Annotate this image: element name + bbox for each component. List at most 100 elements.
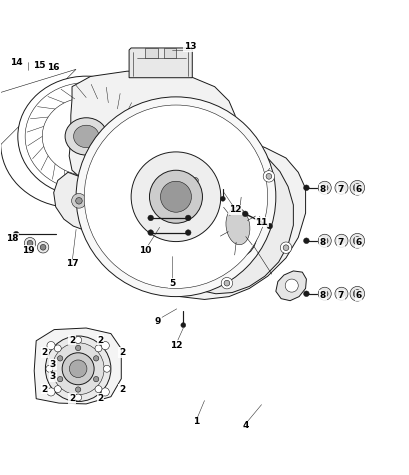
- Circle shape: [353, 184, 362, 192]
- Text: 4: 4: [242, 421, 248, 430]
- Polygon shape: [145, 48, 157, 58]
- Text: 8: 8: [319, 185, 326, 194]
- Circle shape: [94, 377, 99, 382]
- Text: 5: 5: [169, 279, 175, 288]
- Text: 13: 13: [184, 42, 196, 51]
- Circle shape: [185, 215, 191, 221]
- Circle shape: [285, 279, 298, 292]
- Circle shape: [318, 287, 331, 300]
- Circle shape: [303, 185, 309, 190]
- Circle shape: [321, 291, 328, 297]
- Text: 7: 7: [338, 185, 344, 194]
- Text: 1: 1: [193, 417, 200, 426]
- Text: 15: 15: [33, 61, 46, 70]
- Circle shape: [263, 171, 274, 182]
- Circle shape: [148, 215, 153, 221]
- Circle shape: [224, 280, 230, 286]
- Circle shape: [95, 386, 102, 392]
- Polygon shape: [176, 132, 293, 294]
- Circle shape: [47, 388, 55, 396]
- Text: 2: 2: [42, 348, 48, 357]
- Ellipse shape: [74, 125, 99, 148]
- Circle shape: [338, 238, 345, 244]
- Circle shape: [303, 291, 309, 296]
- Text: 6: 6: [355, 291, 362, 300]
- Circle shape: [84, 105, 267, 288]
- Circle shape: [101, 388, 109, 396]
- Polygon shape: [0, 69, 76, 144]
- Text: 3: 3: [50, 372, 56, 381]
- Text: 6: 6: [355, 185, 362, 194]
- Text: 2: 2: [69, 394, 75, 403]
- Circle shape: [335, 287, 348, 300]
- Ellipse shape: [25, 83, 147, 190]
- Circle shape: [193, 178, 198, 183]
- Circle shape: [76, 97, 276, 296]
- Circle shape: [350, 233, 365, 248]
- Circle shape: [280, 242, 292, 253]
- Polygon shape: [34, 328, 121, 404]
- Circle shape: [131, 152, 221, 242]
- Circle shape: [221, 277, 233, 289]
- Circle shape: [353, 237, 362, 245]
- Text: 7: 7: [338, 291, 344, 300]
- Circle shape: [267, 223, 272, 229]
- Circle shape: [338, 184, 345, 191]
- Text: 19: 19: [22, 246, 35, 255]
- Text: 11: 11: [255, 218, 268, 227]
- Text: 2: 2: [119, 348, 125, 357]
- Circle shape: [160, 181, 191, 212]
- Circle shape: [76, 198, 82, 204]
- Circle shape: [72, 193, 86, 208]
- Circle shape: [37, 242, 49, 253]
- Text: 12: 12: [229, 205, 241, 214]
- Circle shape: [243, 211, 248, 217]
- Text: 18: 18: [6, 234, 18, 243]
- Circle shape: [181, 323, 186, 328]
- Circle shape: [149, 170, 202, 223]
- Text: 8: 8: [319, 291, 326, 300]
- Circle shape: [13, 231, 19, 237]
- Text: 10: 10: [139, 246, 152, 255]
- Circle shape: [75, 394, 82, 401]
- Circle shape: [54, 386, 61, 392]
- Text: 2: 2: [119, 385, 125, 394]
- Circle shape: [190, 175, 201, 186]
- Polygon shape: [69, 71, 306, 299]
- Text: 12: 12: [170, 341, 182, 350]
- Text: 6: 6: [355, 238, 362, 247]
- Circle shape: [335, 181, 348, 194]
- Ellipse shape: [65, 118, 108, 155]
- Polygon shape: [276, 271, 306, 301]
- Circle shape: [76, 345, 81, 351]
- Circle shape: [103, 365, 110, 372]
- Text: 2: 2: [97, 336, 104, 345]
- Circle shape: [54, 345, 61, 352]
- Circle shape: [266, 173, 272, 179]
- Circle shape: [95, 345, 102, 352]
- Circle shape: [350, 180, 365, 195]
- Circle shape: [94, 356, 99, 361]
- Circle shape: [58, 377, 63, 382]
- Circle shape: [318, 234, 331, 247]
- Ellipse shape: [226, 208, 250, 245]
- Text: 17: 17: [66, 259, 79, 268]
- Circle shape: [40, 245, 46, 250]
- Circle shape: [350, 286, 365, 301]
- Text: 2: 2: [42, 385, 48, 394]
- Circle shape: [148, 230, 153, 236]
- Polygon shape: [129, 48, 192, 78]
- Text: 16: 16: [47, 63, 60, 72]
- Circle shape: [75, 336, 82, 343]
- Circle shape: [16, 66, 157, 207]
- Text: 3: 3: [50, 360, 56, 369]
- Circle shape: [25, 238, 36, 249]
- Text: 2: 2: [97, 394, 104, 403]
- Text: 9: 9: [155, 316, 161, 325]
- Circle shape: [321, 238, 328, 244]
- Circle shape: [283, 245, 289, 250]
- Circle shape: [52, 343, 104, 395]
- Text: 7: 7: [338, 238, 344, 247]
- Circle shape: [76, 387, 81, 392]
- Circle shape: [101, 342, 109, 350]
